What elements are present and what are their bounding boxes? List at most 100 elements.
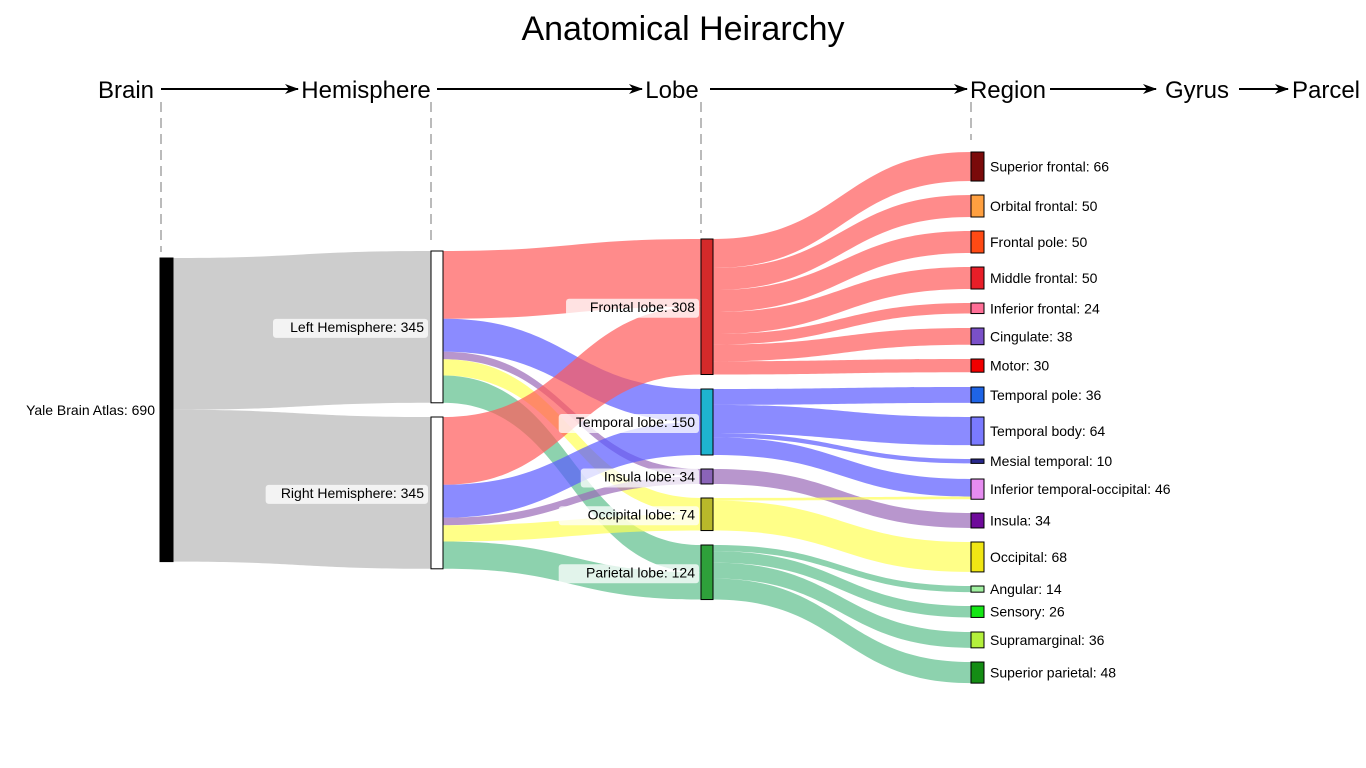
nodes <box>159 151 985 684</box>
label-text: Parietal lobe: 124 <box>586 564 695 580</box>
node-yale-brain-atlas[interactable] <box>159 257 174 563</box>
label-text: Frontal pole: 50 <box>990 234 1087 250</box>
label-text: Temporal lobe: 150 <box>576 414 695 430</box>
node-label-insula-lobe: Insula lobe: 34 <box>580 468 699 488</box>
link-right-hemisphere-to-temporal-lobe <box>443 422 701 518</box>
node-label-motor: Motor: 30 <box>990 358 1049 374</box>
label-text: Frontal lobe: 308 <box>590 299 695 315</box>
node-occipital[interactable] <box>970 541 985 573</box>
node-orbital-frontal[interactable] <box>970 194 985 218</box>
label-text: Left Hemisphere: 345 <box>290 319 424 335</box>
node-occipital-lobe[interactable] <box>700 497 714 532</box>
level-label-region: Region <box>970 77 1046 104</box>
link-frontal-lobe-to-middle-frontal <box>713 267 971 335</box>
node-motor[interactable] <box>970 358 985 373</box>
node-label-mesial-temporal: Mesial temporal: 10 <box>990 453 1112 469</box>
label-background <box>558 564 699 584</box>
diagram-title: Anatomical Heirarchy <box>521 10 844 48</box>
node-label-occipital-lobe: Occipital lobe: 74 <box>558 506 699 526</box>
level-guides <box>160 102 972 252</box>
link-occipital-lobe-to-inferior-temporal-occipital <box>713 496 971 501</box>
label-text: Supramarginal: 36 <box>990 632 1105 648</box>
node-inferior-frontal[interactable] <box>970 302 985 315</box>
label-text: Superior frontal: 66 <box>990 159 1109 175</box>
node-frontal-lobe[interactable] <box>700 238 714 376</box>
node-superior-frontal[interactable] <box>970 151 985 182</box>
node-inferior-temporal-occipital[interactable] <box>970 478 985 500</box>
link-temporal-lobe-to-temporal-body <box>713 404 971 446</box>
label-text: Occipital: 68 <box>990 549 1067 565</box>
node-label-middle-frontal: Middle frontal: 50 <box>990 270 1098 286</box>
node-temporal-lobe[interactable] <box>700 388 714 456</box>
link-occipital-lobe-to-occipital <box>713 500 971 572</box>
label-background <box>265 484 428 504</box>
node-supramarginal[interactable] <box>970 631 985 649</box>
node-parietal-lobe[interactable] <box>700 544 714 601</box>
node-label-supramarginal: Supramarginal: 36 <box>990 632 1105 648</box>
label-text: Cingulate: 38 <box>990 328 1073 344</box>
label-text: Temporal body: 64 <box>990 423 1105 439</box>
node-insula-lobe[interactable] <box>700 468 714 485</box>
node-temporal-body[interactable] <box>970 416 985 446</box>
node-label-temporal-pole: Temporal pole: 36 <box>990 387 1102 403</box>
label-background <box>273 318 428 338</box>
level-header: Brain Hemisphere Lobe Region Gyrus Parcel <box>98 77 1360 104</box>
node-label-angular: Angular: 14 <box>990 581 1062 597</box>
link-parietal-lobe-to-sensory <box>713 551 971 618</box>
label-background <box>566 298 699 318</box>
node-frontal-pole[interactable] <box>970 230 985 254</box>
node-label-inferior-temporal-occipital: Inferior temporal-occipital: 46 <box>990 481 1171 497</box>
label-text: Right Hemisphere: 345 <box>281 485 424 501</box>
node-label-yale-brain-atlas: Yale Brain Atlas: 690 <box>26 402 155 418</box>
link-left-hemisphere-to-occipital-lobe <box>443 359 701 515</box>
node-label-left-hemisphere: Left Hemisphere: 345 <box>273 318 428 338</box>
link-right-hemisphere-to-insula-lobe <box>443 476 701 526</box>
node-label-temporal-lobe: Temporal lobe: 150 <box>558 414 699 433</box>
node-label-cingulate: Cingulate: 38 <box>990 328 1073 344</box>
node-labels: Yale Brain Atlas: 690 Left Hemisphere: 34… <box>26 159 1171 681</box>
link-parietal-lobe-to-angular <box>713 545 971 593</box>
link-right-hemisphere-to-frontal-lobe <box>443 306 701 485</box>
label-text: Angular: 14 <box>990 581 1062 597</box>
link-frontal-lobe-to-cingulate <box>713 328 971 362</box>
node-label-right-hemisphere: Right Hemisphere: 345 <box>265 484 428 504</box>
node-label-sensory: Sensory: 26 <box>990 604 1065 620</box>
label-text: Inferior frontal: 24 <box>990 300 1100 316</box>
label-text: Yale Brain Atlas: 690 <box>26 402 155 418</box>
node-temporal-pole[interactable] <box>970 386 985 404</box>
node-sensory[interactable] <box>970 605 985 618</box>
link-frontal-lobe-to-inferior-frontal <box>713 303 971 345</box>
label-text: Sensory: 26 <box>990 604 1065 620</box>
level-label-gyrus: Gyrus <box>1165 77 1229 104</box>
node-cingulate[interactable] <box>970 327 985 346</box>
node-left-hemisphere[interactable] <box>430 250 444 404</box>
node-superior-parietal[interactable] <box>970 661 985 684</box>
link-frontal-lobe-to-orbital-frontal <box>713 195 971 291</box>
label-text: Temporal pole: 36 <box>990 387 1102 403</box>
link-parietal-lobe-to-superior-parietal <box>713 578 971 684</box>
label-text: Motor: 30 <box>990 358 1049 374</box>
node-label-parietal-lobe: Parietal lobe: 124 <box>558 564 699 584</box>
link-frontal-lobe-to-motor <box>713 359 971 375</box>
node-label-frontal-pole: Frontal pole: 50 <box>990 234 1087 250</box>
label-background <box>558 414 699 433</box>
node-mesial-temporal[interactable] <box>970 458 985 464</box>
level-label-brain: Brain <box>98 77 154 104</box>
node-middle-frontal[interactable] <box>970 266 985 290</box>
level-label-lobe: Lobe <box>645 77 698 104</box>
label-text: Insula: 34 <box>990 512 1051 528</box>
node-label-temporal-body: Temporal body: 64 <box>990 423 1105 439</box>
node-right-hemisphere[interactable] <box>430 416 444 570</box>
link-parietal-lobe-to-supramarginal <box>713 562 971 648</box>
label-text: Insula lobe: 34 <box>604 468 695 484</box>
node-label-superior-frontal: Superior frontal: 66 <box>990 159 1109 175</box>
level-label-hemisphere: Hemisphere <box>301 77 430 104</box>
link-temporal-lobe-to-temporal-pole <box>713 387 971 405</box>
link-frontal-lobe-to-frontal-pole <box>713 231 971 313</box>
label-text: Middle frontal: 50 <box>990 270 1098 286</box>
node-insula[interactable] <box>970 512 985 529</box>
label-text: Occipital lobe: 74 <box>588 506 696 522</box>
node-angular[interactable] <box>970 585 985 593</box>
label-background <box>558 506 699 526</box>
